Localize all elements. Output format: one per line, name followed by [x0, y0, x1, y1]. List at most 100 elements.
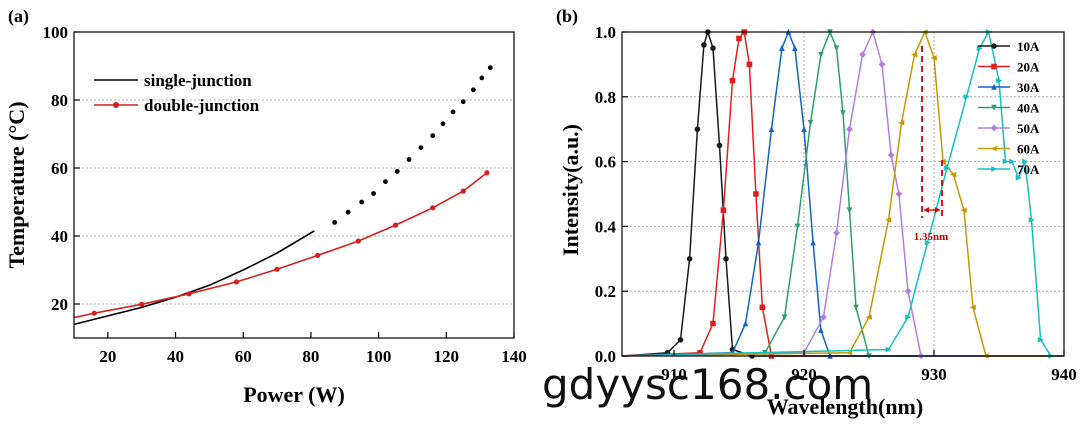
series-10a-point: [710, 45, 716, 51]
panel-b-series: [621, 28, 1064, 360]
series-single-junction-point: [460, 99, 466, 105]
series-single-junction-point: [440, 121, 446, 127]
panel-b-y-tick-label: 0.2: [595, 282, 616, 301]
series-single-junction-point: [479, 75, 485, 81]
panel-a-series: [73, 65, 493, 326]
series-double-junction-point: [274, 266, 280, 272]
series-10a-point: [694, 126, 701, 132]
panel-b-x-tick-label: 920: [791, 365, 817, 384]
series-single-junction-point: [371, 191, 376, 196]
panel-b-y-axis-title: Intensity(a.u.): [558, 124, 583, 256]
series-10a-point: [723, 255, 729, 262]
panel-a-y-tick-label: 40: [51, 227, 68, 246]
series-40a-point: [781, 314, 788, 321]
panel-a-legend: single-junction double-junction: [94, 71, 260, 115]
series-20a-group: [621, 29, 1064, 359]
legend-marker-70a: [991, 166, 998, 172]
series-double-junction-point: [315, 252, 321, 258]
series-30a-group: [621, 28, 1064, 359]
panel-b-ticks: 0.0 0.2 0.4 0.6 0.8 1.0 910 920 930 940: [595, 23, 1077, 384]
series-single-junction-point: [470, 87, 476, 93]
series-70a-point: [1022, 158, 1029, 165]
series-70a-point: [1009, 158, 1016, 165]
annotation-linewidth-label: 1.35nm: [914, 231, 949, 243]
series-50a-point: [878, 61, 886, 68]
legend-label-10a: 10A: [1017, 39, 1040, 54]
series-60a-point: [911, 51, 918, 58]
series-60a-point: [950, 171, 957, 178]
panel-a-label: (a): [8, 6, 29, 27]
legend-label-30a: 30A: [1017, 80, 1040, 95]
series-40a-point: [846, 207, 853, 214]
panel-b-label: (b): [556, 6, 578, 27]
series-single-junction-point: [359, 199, 365, 205]
series-40a-point: [840, 110, 846, 117]
legend-marker-40a: [991, 104, 997, 111]
panel-b-x-axis-title: Wavelength(nm): [767, 394, 923, 419]
legend-label-60a: 60A: [1017, 142, 1040, 157]
panel-b-y-tick-label: 1.0: [595, 23, 616, 42]
series-30a-point: [755, 239, 762, 246]
series-20a-line: [621, 30, 1064, 357]
series-double-junction-point: [484, 170, 490, 176]
series-single-junction-point: [450, 109, 456, 115]
linewidth-annotation: 1.35nm: [914, 46, 949, 243]
series-70a-point: [1028, 217, 1035, 223]
series-double-junction-point: [139, 301, 145, 307]
legend-marker-60a: [990, 145, 997, 152]
panel-a-plot-frame: [73, 31, 515, 339]
series-double-junction-point: [430, 205, 436, 211]
series-70a-point: [976, 45, 983, 51]
series-single-junction-point: [487, 65, 493, 71]
series-single-junction-point: [382, 179, 388, 185]
series-30a-point: [810, 239, 816, 246]
series-70a-point: [885, 346, 892, 353]
panel-b-grid: [622, 32, 1064, 356]
panel-a-temperature-vs-power: (a) 20 40 60 80 100 20 40 60 80 100 120 140 single-…: [4, 6, 527, 407]
series-30a-point: [768, 125, 775, 132]
series-double-junction-line: [73, 172, 488, 319]
panel-b-y-tick-label: 0.6: [595, 153, 616, 172]
legend-label-70a: 70A: [1017, 162, 1040, 177]
series-20a-point: [729, 77, 736, 84]
panel-a-x-tick-label: 140: [501, 347, 527, 366]
series-30a-point: [792, 44, 798, 51]
series-double-junction-point: [233, 279, 240, 285]
series-40a-point: [833, 45, 840, 52]
series-10a-point: [677, 337, 684, 343]
legend-label-40a: 40A: [1017, 101, 1040, 116]
series-40a-point: [818, 51, 824, 59]
series-30a-point: [742, 320, 749, 327]
panel-a-x-tick-label: 60: [235, 347, 252, 366]
series-10a-point: [701, 42, 707, 48]
series-single-junction-point: [345, 209, 351, 215]
series-double-junction-point: [355, 238, 361, 244]
legend-label-50a: 50A: [1017, 121, 1040, 136]
series-60a-line: [621, 29, 1064, 357]
series-20a-point: [710, 320, 716, 327]
series-30a-point: [818, 326, 824, 333]
panel-a-y-tick-label: 60: [51, 159, 68, 178]
panel-a-x-tick-label: 100: [366, 347, 392, 366]
annotation-arrowhead-left: [924, 207, 929, 213]
series-50a-group: [621, 28, 1064, 360]
series-60a-point: [969, 304, 976, 311]
series-20a-point: [720, 207, 727, 213]
series-single-junction-point: [430, 133, 436, 139]
series-70a-point: [963, 94, 970, 100]
panel-b-y-tick-label: 0.4: [595, 217, 617, 236]
panel-a-x-tick-label: 20: [99, 347, 116, 366]
panel-b-intensity-vs-wavelength: (b) 0.0 0.2 0.4 0.6 0.8 1.0 910 920 930 940 10A 20…: [556, 6, 1077, 419]
series-40a-point: [853, 304, 859, 311]
legend-marker-10a: [991, 43, 997, 49]
series-single-junction-point: [394, 169, 400, 174]
series-40a-point: [794, 223, 801, 230]
series-20a-point: [753, 191, 759, 197]
series-70a-point: [924, 239, 931, 246]
series-60a-point: [930, 55, 937, 61]
series-60a-point: [865, 314, 872, 320]
panel-a-y-tick-label: 20: [51, 295, 68, 314]
panel-b-x-tick-label: 940: [1051, 365, 1077, 384]
series-double-junction-point: [392, 222, 399, 228]
